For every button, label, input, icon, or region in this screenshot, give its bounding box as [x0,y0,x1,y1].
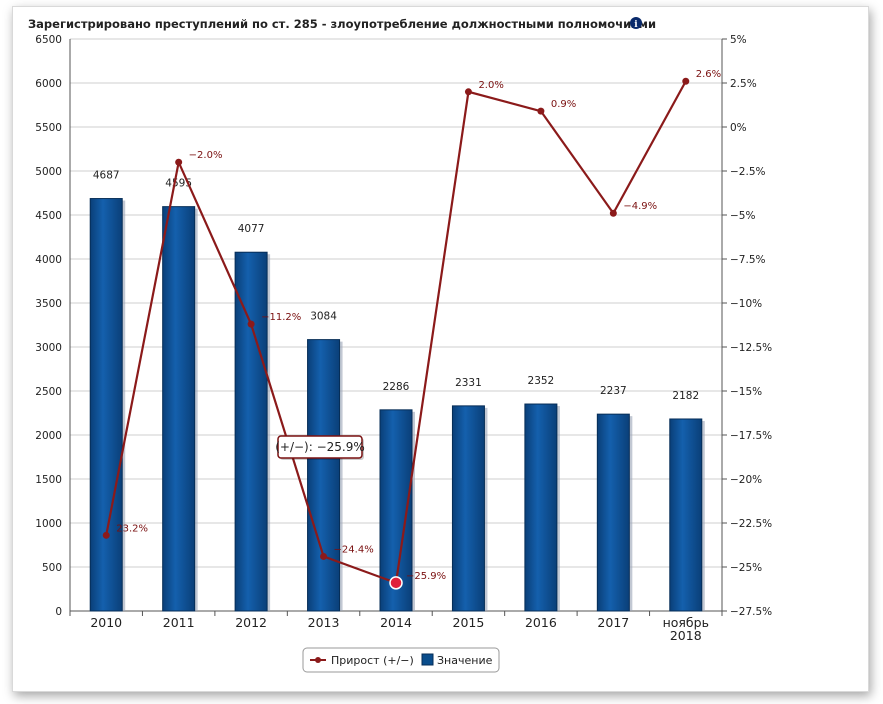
bar[interactable] [307,339,341,612]
line-value-label: −4.9% [623,201,657,212]
legend-item-value[interactable]: Значение [437,654,493,667]
line-value-label: 0.9% [551,99,576,110]
y-tick-label-right: −22.5% [730,518,772,530]
legend-line-marker [315,657,321,663]
x-tick-label: 2012 [235,615,267,630]
x-tick-label: 2015 [453,615,485,630]
y-tick-label-right: −25% [730,562,762,574]
x-tick-label: 2011 [163,615,195,630]
tooltip-box [277,435,363,459]
legend-box [302,647,500,673]
x-tick-label-line: ноябрь [663,615,709,630]
y-tick-label-left: 5500 [35,122,62,134]
y-tick-label-right: 2.5% [730,78,757,90]
bar-value-label: 2286 [383,381,410,393]
x-tick-label: 2016 [525,615,557,630]
line-value-label: 23.2% [116,523,148,534]
bar-value-label: 4077 [238,223,265,235]
line-value-label: −25.9% [406,571,446,582]
info-icon[interactable]: i [630,17,642,30]
line-point[interactable] [464,88,472,96]
chart-frame [12,6,869,692]
line-point-highlighted[interactable] [389,576,403,590]
bar-value-label: 2182 [672,390,699,402]
y-tick-label-left: 6000 [35,78,62,90]
y-tick-label-left: 2500 [35,386,62,398]
line-value-label: −2.0% [189,150,223,161]
line-point[interactable] [609,209,617,217]
bar[interactable] [234,251,268,612]
y-tick-label-right: −10% [730,298,762,310]
y-tick-label-right: −27.5% [730,606,772,618]
line-point[interactable] [537,107,545,115]
y-tick-label-left: 500 [42,562,62,574]
y-tick-label-right: 0% [730,122,747,134]
y-tick-label-left: 6500 [35,34,62,46]
y-tick-label-right: −12.5% [730,342,772,354]
chart-title: Зарегистрировано преступлений по ст. 285… [28,17,656,31]
tooltip-text: (+/−): −25.9% [275,440,365,454]
line-value-label: −24.4% [334,544,374,555]
x-tick-label: 2010 [90,615,122,630]
line-value-label: 2.0% [478,80,503,91]
line-value-label: 2.6% [696,69,721,80]
y-tick-label-right: −7.5% [730,254,765,266]
bar-value-label: 4595 [165,178,192,190]
bar-value-label: 2352 [528,375,555,387]
bar[interactable] [669,418,703,612]
bar-value-label: 4687 [93,170,120,182]
y-tick-label-right: −20% [730,474,762,486]
line-point[interactable] [320,552,328,560]
y-tick-label-left: 4500 [35,210,62,222]
y-tick-label-left: 4000 [35,254,62,266]
x-tick-label: 2013 [308,615,340,630]
y-tick-label-left: 2000 [35,430,62,442]
y-tick-label-right: −5% [730,210,755,222]
bar-value-label: 2331 [455,377,482,389]
y-tick-label-left: 3000 [35,342,62,354]
y-tick-label-left: 3500 [35,298,62,310]
svg-text:i: i [634,20,638,30]
line-point[interactable] [682,77,690,85]
y-tick-label-left: 1000 [35,518,62,530]
line-point[interactable] [247,320,255,328]
bar[interactable] [596,413,630,612]
x-tick-label: ноябрь 2018 [663,615,709,643]
bar[interactable] [89,198,123,612]
x-tick-label: 2014 [380,615,412,630]
legend-bar-swatch [421,653,434,666]
y-tick-label-left: 0 [55,606,62,618]
line-point[interactable] [175,158,183,166]
bar-value-label: 2237 [600,385,627,397]
legend-item-growth[interactable]: Прирост (+/−) [331,654,414,667]
bar-value-label: 3084 [310,311,337,323]
y-tick-label-right: −2.5% [730,166,765,178]
line-value-label: −11.2% [261,312,301,323]
y-tick-label-right: 5% [730,34,747,46]
x-tick-label: 2017 [597,615,629,630]
bar[interactable] [451,405,485,612]
bar[interactable] [162,206,196,612]
bar[interactable] [524,403,558,612]
x-tick-label-line: 2018 [670,628,702,643]
line-point[interactable] [102,531,110,539]
y-tick-label-right: −15% [730,386,762,398]
y-tick-label-left: 5000 [35,166,62,178]
y-tick-label-left: 1500 [35,474,62,486]
y-tick-label-right: −17.5% [730,430,772,442]
